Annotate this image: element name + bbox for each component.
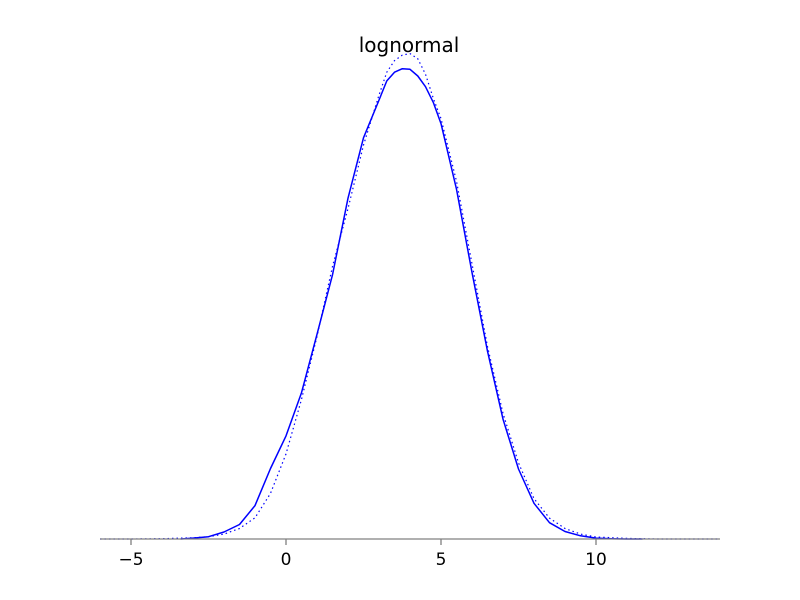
x-tick-label: 0 <box>281 550 292 570</box>
x-tick-label: 5 <box>436 550 447 570</box>
chart-title: lognormal <box>359 33 460 57</box>
series-line-solid <box>180 67 643 540</box>
x-tick-label: −5 <box>118 550 143 570</box>
series-layer <box>100 52 720 540</box>
x-tick-label: 10 <box>585 550 607 570</box>
plot-area: −5 0 5 10 <box>100 52 720 570</box>
x-axis-ticks: −5 0 5 10 <box>118 539 607 570</box>
series-line-dotted <box>100 52 720 540</box>
